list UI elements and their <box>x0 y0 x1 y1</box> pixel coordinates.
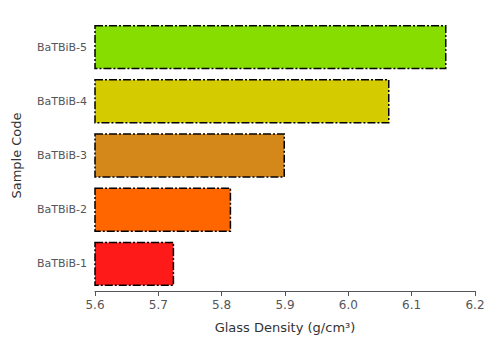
svg-text:Sample Code: Sample Code <box>9 112 24 198</box>
svg-text:Glass Density (g/cm³): Glass Density (g/cm³) <box>215 320 356 335</box>
svg-text:6.2: 6.2 <box>465 298 484 312</box>
svg-text:BaTBiB-3: BaTBiB-3 <box>37 149 87 162</box>
svg-text:5.7: 5.7 <box>149 298 168 312</box>
svg-text:BaTBiB-4: BaTBiB-4 <box>37 95 87 108</box>
svg-text:BaTBiB-1: BaTBiB-1 <box>37 257 87 270</box>
svg-text:6.0: 6.0 <box>339 298 358 312</box>
svg-text:6.1: 6.1 <box>402 298 421 312</box>
svg-text:BaTBiB-2: BaTBiB-2 <box>37 203 87 216</box>
svg-text:5.6: 5.6 <box>85 298 104 312</box>
svg-text:5.8: 5.8 <box>212 298 231 312</box>
svg-text:5.9: 5.9 <box>275 298 294 312</box>
svg-text:BaTBiB-5: BaTBiB-5 <box>37 41 87 54</box>
